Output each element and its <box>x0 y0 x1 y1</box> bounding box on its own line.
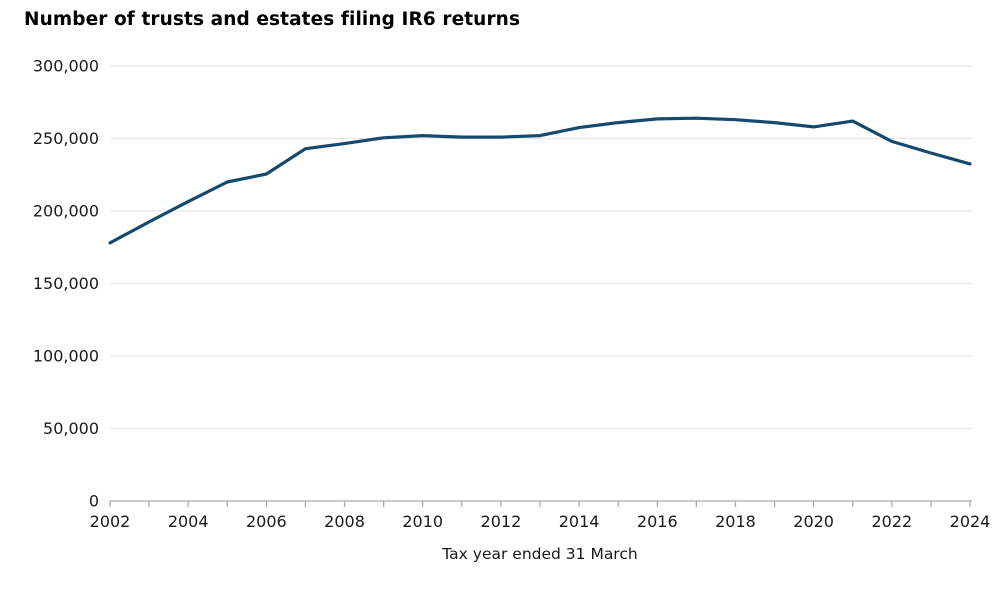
svg-text:2024: 2024 <box>950 512 991 531</box>
x-axis-ticks <box>109 501 971 507</box>
svg-text:2008: 2008 <box>324 512 365 531</box>
svg-text:50,000: 50,000 <box>43 419 99 438</box>
svg-text:2010: 2010 <box>402 512 443 531</box>
svg-text:150,000: 150,000 <box>33 274 99 293</box>
data-line-ir6-returns <box>108 116 972 245</box>
svg-text:2014: 2014 <box>559 512 600 531</box>
svg-text:2012: 2012 <box>481 512 522 531</box>
svg-text:2002: 2002 <box>90 512 131 531</box>
svg-text:2022: 2022 <box>871 512 912 531</box>
svg-text:100,000: 100,000 <box>33 347 99 366</box>
gridlines <box>110 65 972 430</box>
svg-text:2006: 2006 <box>246 512 287 531</box>
svg-text:250,000: 250,000 <box>33 129 99 148</box>
x-axis-labels: 2002 2004 2006 2008 2010 2012 2014 2016 2018 2020… <box>90 512 991 531</box>
svg-text:2018: 2018 <box>715 512 756 531</box>
svg-text:0: 0 <box>89 492 99 511</box>
svg-text:2016: 2016 <box>637 512 678 531</box>
svg-text:300,000: 300,000 <box>33 57 99 76</box>
svg-text:2020: 2020 <box>793 512 834 531</box>
chart-title: Number of trusts and estates filing IR6 … <box>24 9 521 30</box>
svg-text:200,000: 200,000 <box>33 202 99 221</box>
svg-text:2004: 2004 <box>168 512 209 531</box>
x-axis-title: Tax year ended 31 March <box>442 545 638 563</box>
y-axis-labels: 0 50,000 100,000 150,000 200,000 250,000 300,0… <box>33 57 99 511</box>
